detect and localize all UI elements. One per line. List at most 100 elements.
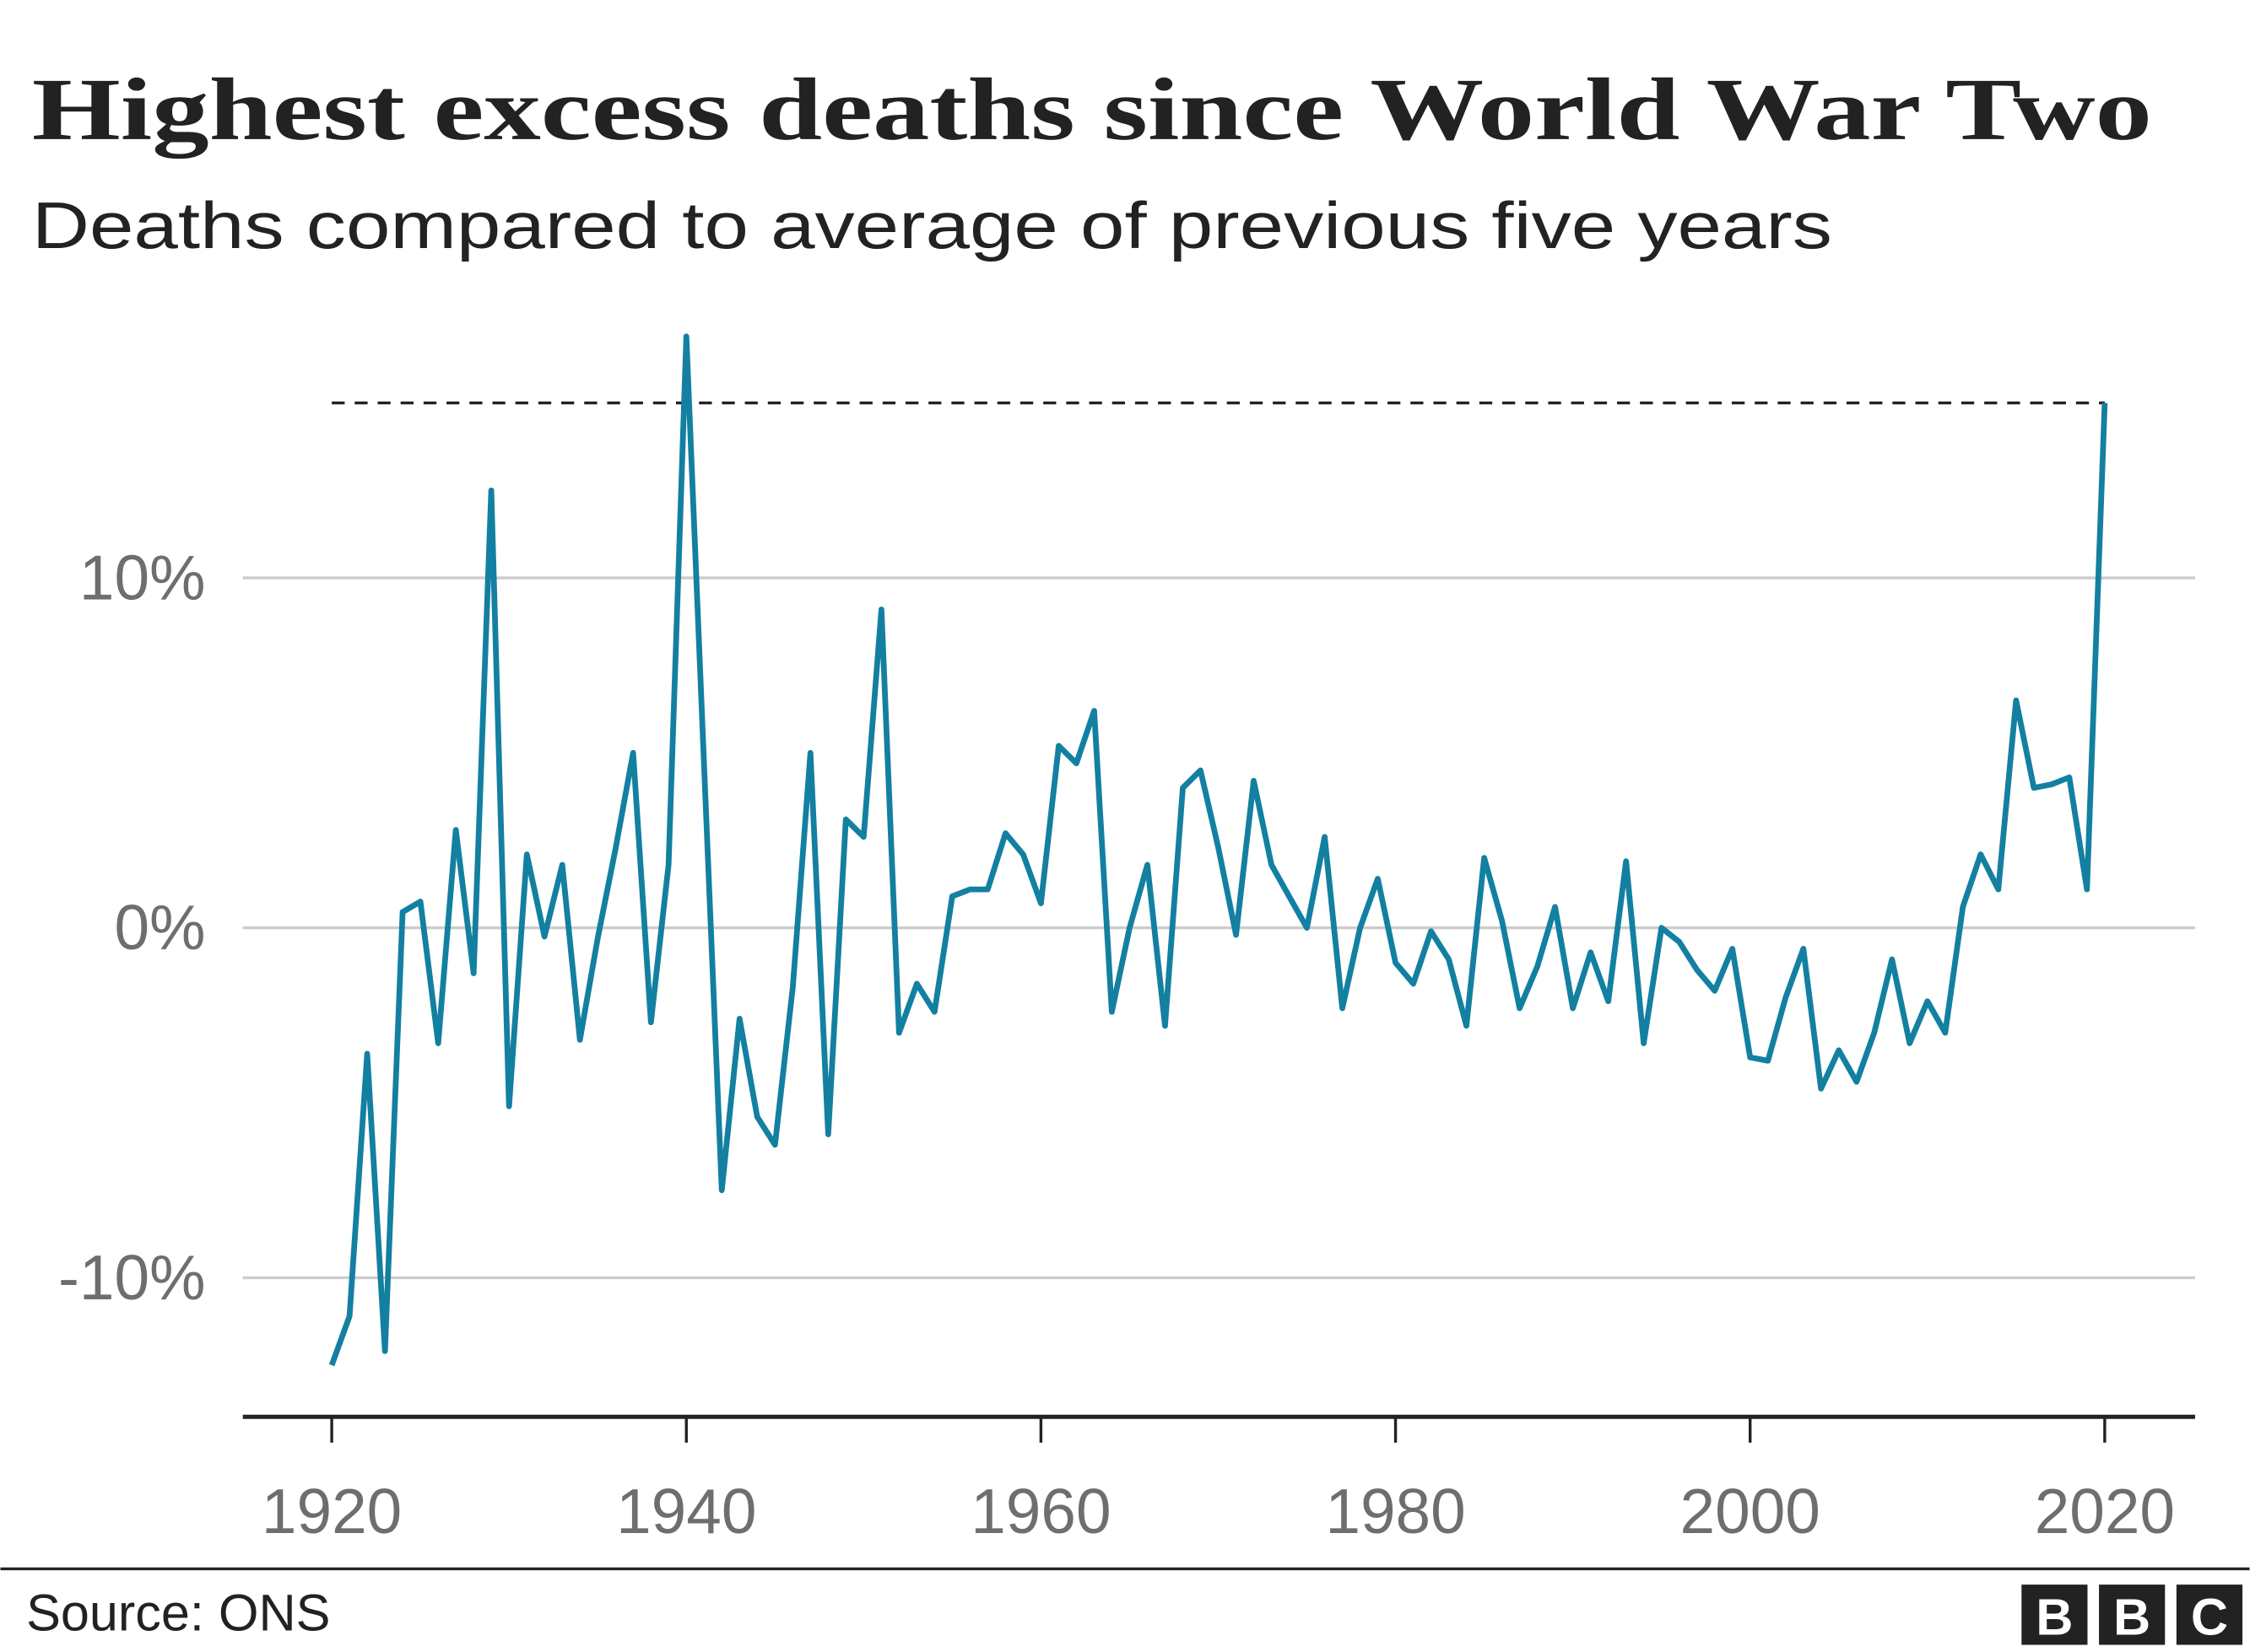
data-point-1930 (506, 1104, 512, 1109)
data-point-1981 (1410, 981, 1416, 987)
data-point-1986 (1499, 918, 1505, 924)
data-point-1926 (435, 1040, 441, 1046)
data-point-1972 (1251, 778, 1257, 784)
data-point-1945 (772, 1142, 778, 1147)
data-point-2007 (1871, 1030, 1877, 1036)
data-point-1951 (879, 607, 884, 613)
svg-text:B: B (2113, 1589, 2150, 1646)
data-point-1991 (1587, 949, 1593, 955)
x-tick-label: 2000 (1680, 1476, 1820, 1547)
data-point-1975 (1304, 925, 1310, 931)
data-point-2003 (1800, 946, 1806, 952)
data-point-1958 (1003, 830, 1009, 836)
data-point-2010 (1924, 998, 1930, 1004)
data-point-1987 (1517, 1006, 1523, 1012)
data-point-1942 (719, 1187, 725, 1193)
source-label: Source: ONS (26, 1585, 330, 1642)
data-point-1976 (1322, 834, 1328, 839)
data-point-1932 (542, 934, 548, 940)
data-point-1990 (1570, 1006, 1576, 1012)
data-point-1962 (1074, 760, 1079, 766)
data-point-1950 (861, 834, 867, 839)
data-point-1943 (737, 1016, 743, 1022)
data-point-1992 (1605, 998, 1611, 1004)
bbc-logo: B B C (2021, 1585, 2243, 1646)
data-point-1969 (1198, 768, 1203, 774)
data-point-1935 (595, 936, 601, 942)
data-point-1961 (1056, 743, 1062, 749)
data-point-2020 (2101, 400, 2107, 406)
data-point-1994 (1641, 1040, 1647, 1046)
data-point-1989 (1552, 904, 1558, 910)
data-point-1984 (1463, 1023, 1469, 1028)
chart-subtitle: Deaths compared to average of previous f… (32, 188, 1832, 262)
data-point-1967 (1162, 1023, 1168, 1028)
data-point-2002 (1782, 995, 1788, 1001)
svg-text:C: C (2191, 1589, 2228, 1646)
x-tick-label: 1980 (1325, 1476, 1465, 1547)
data-point-1946 (790, 985, 796, 991)
data-point-1941 (701, 764, 707, 770)
data-point-1973 (1268, 862, 1274, 868)
data-point-1934 (577, 1037, 583, 1043)
x-tick-label: 2020 (2035, 1476, 2175, 1547)
x-tick-label: 1920 (262, 1476, 402, 1547)
data-point-2016 (2031, 785, 2036, 791)
data-point-1985 (1481, 855, 1487, 861)
data-point-1998 (1712, 988, 1717, 994)
data-point-2005 (1836, 1047, 1842, 1053)
data-point-1997 (1694, 967, 1700, 973)
y-tick-label: 0% (114, 892, 205, 963)
data-point-1988 (1534, 964, 1540, 969)
data-point-1953 (914, 981, 920, 987)
data-point-2012 (1960, 904, 1966, 910)
data-point-2009 (1907, 1040, 1912, 1046)
data-point-2015 (2013, 698, 2019, 704)
data-point-1983 (1446, 957, 1452, 963)
y-tick-label: 10% (79, 542, 206, 613)
data-point-1974 (1286, 893, 1292, 899)
data-point-1999 (1729, 946, 1735, 952)
data-point-1947 (808, 750, 814, 756)
data-point-1952 (896, 1030, 902, 1036)
data-point-2019 (2084, 887, 2090, 893)
data-point-1979 (1375, 876, 1381, 882)
data-point-2013 (1977, 851, 1983, 857)
data-point-1933 (560, 862, 565, 868)
svg-text:B: B (2036, 1589, 2073, 1646)
data-point-1959 (1020, 851, 1026, 857)
data-point-2011 (1942, 1030, 1948, 1036)
data-point-1948 (825, 1131, 831, 1137)
data-point-1936 (613, 846, 619, 852)
series-line (328, 333, 2108, 1367)
data-point-1960 (1038, 900, 1044, 906)
data-point-1949 (843, 817, 849, 823)
data-point-1980 (1393, 960, 1398, 966)
data-point-1939 (666, 862, 672, 868)
data-point-1927 (453, 827, 459, 833)
chart-title: Highest excess deaths since World War Tw… (32, 60, 2152, 159)
data-point-1929 (489, 488, 495, 494)
data-point-1965 (1127, 925, 1133, 931)
data-point-1944 (755, 1114, 760, 1120)
data-point-1966 (1144, 862, 1150, 868)
data-point-1996 (1676, 939, 1682, 945)
data-point-1928 (471, 970, 477, 976)
data-point-1993 (1623, 858, 1629, 864)
data-point-1922 (365, 1051, 370, 1057)
y-tick-label: -10% (58, 1242, 206, 1313)
data-point-2001 (1765, 1058, 1771, 1064)
data-point-1971 (1233, 932, 1239, 938)
data-point-1963 (1091, 708, 1097, 714)
data-point-2004 (1818, 1086, 1824, 1092)
data-point-1931 (524, 851, 530, 857)
x-tick-label: 1940 (616, 1476, 756, 1547)
data-point-1940 (684, 333, 690, 339)
data-point-1995 (1658, 925, 1664, 931)
data-point-2017 (2048, 781, 2054, 787)
data-point-1920 (329, 1363, 335, 1369)
data-point-1978 (1357, 925, 1363, 931)
data-point-2008 (1889, 957, 1895, 963)
